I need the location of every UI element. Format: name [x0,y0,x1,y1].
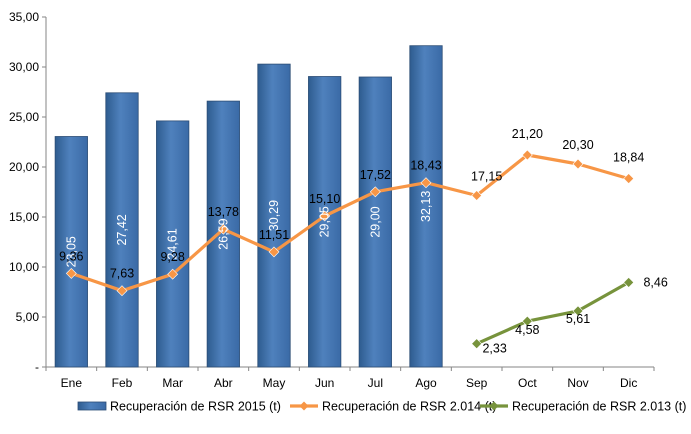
data-point [471,190,483,201]
line-value-label: 8,46 [643,275,667,289]
series-line [69,153,631,293]
bar-value-label: 26,59 [216,218,230,249]
data-point [471,338,483,350]
data-point [521,149,533,161]
bar-value-label: 23,05 [64,236,78,267]
x-tick-label: Oct [518,376,537,390]
data-point [217,223,229,235]
data-point [319,210,331,222]
legend-label: Recuperación de RSR 2.014 (t) [322,400,496,414]
x-tick-label: Nov [567,376,588,390]
legend: Recuperación de RSR 2015 (t) Recuperación… [77,400,686,414]
x-tick-label: Abr [214,376,233,390]
bar-value-label: 24,61 [166,228,180,259]
bar-series [54,45,443,368]
y-tick-label: 20,00 [9,160,39,174]
x-tick-label: Ene [61,376,83,390]
line-value-label: 18,43 [410,159,441,173]
line-value-label: 18,84 [613,151,644,165]
bar-value-label: 32,13 [419,191,433,222]
y-tick-label: 30,00 [9,60,39,74]
bar-value-label: 27,42 [115,214,129,245]
data-labels: 23,05 27,42 24,61 26,59 30,29 29,05 29,00 32,13… [59,127,668,356]
data-point [268,246,280,258]
line-value-label: 2,33 [482,342,506,356]
x-tick-label: May [263,376,286,390]
x-tick-label: Dic [620,376,637,390]
y-tick-label: - [35,360,39,374]
line-value-label: 13,78 [208,205,239,219]
legend-marker [299,401,309,411]
line-series [65,149,635,350]
line-value-label: 11,51 [259,228,289,242]
legend-swatch [77,401,107,411]
y-tick-label: 5,00 [16,310,40,324]
x-tick-label: Jul [368,376,383,390]
data-point [167,268,179,280]
line-value-label: 21,20 [512,127,543,141]
legend-marker [489,401,499,411]
line-value-label: 4,58 [515,323,539,337]
x-tick-label: Ago [415,376,437,390]
bar-value-label: 29,05 [318,206,332,237]
bar [105,92,139,368]
line-value-label: 7,63 [110,267,134,281]
data-point [623,276,635,288]
x-tick-label: Feb [112,376,133,390]
data-point [369,186,381,198]
line-value-label: 5,61 [566,312,590,326]
line-value-label: 15,10 [309,192,340,206]
data-point [420,177,432,189]
series-line [475,280,631,346]
legend-label: Recuperación de RSR 2015 (t) [110,400,281,414]
legend-label: Recuperación de RSR 2.013 (t) [512,400,686,414]
line-value-label: 9,28 [160,250,184,264]
data-point [572,158,584,170]
bar [257,63,291,368]
bar [156,120,190,368]
x-tick-label: Mar [162,376,183,390]
y-tick-label: 15,00 [9,210,39,224]
bar [54,136,88,368]
data-point [572,305,584,317]
axes: - 5,00 10,00 15,00 20,00 25,00 30,00 35,00 Ene Fe… [9,10,655,390]
line-value-label: 9,36 [59,249,83,263]
line-value-label: 20,30 [562,138,593,152]
bar [409,45,443,368]
y-tick-label: 35,00 [9,10,39,24]
data-point [65,267,77,279]
data-point [623,173,635,185]
x-tick-label: Sep [466,376,488,390]
y-tick-label: 10,00 [9,260,39,274]
line-value-label: 17,52 [360,168,391,182]
line-value-label: 17,15 [471,170,502,184]
data-point [521,315,533,327]
x-tick-label: Jun [315,376,334,390]
bar-value-label: 29,00 [368,206,382,237]
bar [358,76,392,368]
bar-value-label: 30,29 [267,200,281,231]
data-point [116,285,128,297]
y-tick-label: 25,00 [9,110,39,124]
